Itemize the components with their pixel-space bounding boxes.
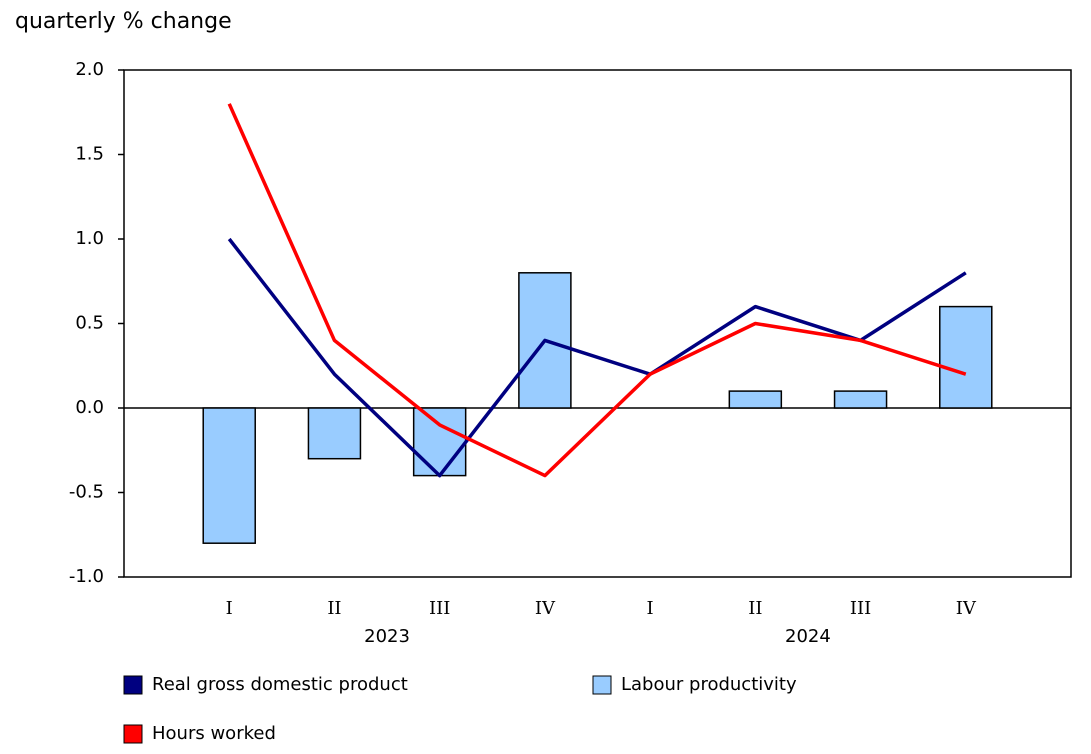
x-group-label: 2023 [364,626,410,647]
bar [939,305,993,409]
bar [412,407,467,477]
y-tick-label: 1.0 [75,228,104,249]
legend-swatch [123,675,143,695]
bar [202,407,256,544]
y-tick-label: 1.5 [75,144,104,165]
y-tick-label: -1.0 [69,566,104,587]
plot-frame [123,69,1072,578]
legend-label: Hours worked [152,723,276,744]
x-tick-label: IV [956,598,977,619]
legend-swatch [123,724,143,744]
y-axis-title: quarterly % change [15,9,232,34]
legend-swatch [592,675,612,695]
x-group-label: 2024 [785,626,831,647]
line [227,103,967,478]
y-tick-label: 2.0 [75,59,104,80]
x-tick-label: III [850,598,871,619]
x-tick-label: IV [535,598,556,619]
x-tick-label: II [748,598,762,619]
y-tick-label: -0.5 [69,482,104,503]
legend-label: Real gross domestic product [152,674,408,695]
bar [307,407,362,460]
y-tick-label: 0.5 [75,313,104,334]
x-tick-label: III [429,598,450,619]
x-tick-label: I [226,598,233,619]
x-tick-label: I [647,598,654,619]
x-tick-label: II [327,598,341,619]
line [227,237,967,478]
legend-label: Labour productivity [621,674,797,695]
bar [728,390,783,409]
bar [833,390,888,409]
y-tick-label: 0.0 [75,397,104,418]
